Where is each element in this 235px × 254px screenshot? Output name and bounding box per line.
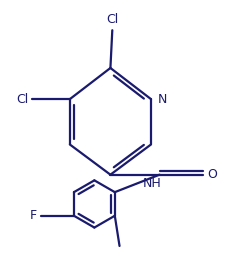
Text: Cl: Cl [16, 93, 28, 106]
Text: O: O [208, 168, 218, 181]
Text: Cl: Cl [106, 13, 118, 26]
Text: NH: NH [143, 177, 162, 190]
Text: N: N [158, 93, 167, 106]
Text: F: F [30, 209, 37, 222]
